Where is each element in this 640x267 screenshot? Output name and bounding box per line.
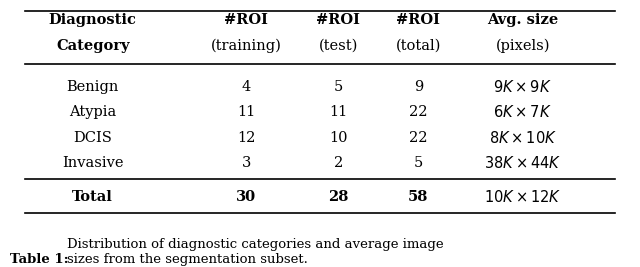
Text: Avg. size: Avg. size	[487, 13, 558, 27]
Text: Table 1:: Table 1:	[10, 253, 68, 266]
Text: $8K\times10K$: $8K\times10K$	[489, 130, 557, 146]
Text: $38K\times44K$: $38K\times44K$	[484, 155, 561, 171]
Text: Distribution of diagnostic categories and average image
sizes from the segmentat: Distribution of diagnostic categories an…	[67, 238, 444, 266]
Text: 58: 58	[408, 190, 429, 203]
Text: $9K\times9K$: $9K\times9K$	[493, 78, 552, 95]
Text: $6K\times7K$: $6K\times7K$	[493, 104, 552, 120]
Text: 11: 11	[237, 105, 255, 119]
Text: #ROI: #ROI	[225, 13, 268, 27]
Text: $10K\times12K$: $10K\times12K$	[484, 189, 561, 205]
Text: (test): (test)	[319, 39, 358, 53]
Text: 22: 22	[409, 131, 428, 145]
Text: 12: 12	[237, 131, 255, 145]
Text: 9: 9	[413, 80, 423, 93]
Text: (training): (training)	[211, 39, 282, 53]
Text: 30: 30	[236, 190, 257, 203]
Text: Invasive: Invasive	[62, 156, 124, 170]
Text: #ROI: #ROI	[317, 13, 360, 27]
Text: 2: 2	[334, 156, 343, 170]
Text: 5: 5	[334, 80, 343, 93]
Text: 3: 3	[241, 156, 251, 170]
Text: Atypia: Atypia	[69, 105, 116, 119]
Text: Diagnostic: Diagnostic	[49, 13, 136, 27]
Text: Total: Total	[72, 190, 113, 203]
Text: #ROI: #ROI	[396, 13, 440, 27]
Text: 10: 10	[329, 131, 348, 145]
Text: Benign: Benign	[67, 80, 119, 93]
Text: 11: 11	[330, 105, 348, 119]
Text: 22: 22	[409, 105, 428, 119]
Text: (pixels): (pixels)	[495, 39, 550, 53]
Text: Category: Category	[56, 39, 129, 53]
Text: 28: 28	[328, 190, 349, 203]
Text: (total): (total)	[396, 39, 441, 53]
Text: DCIS: DCIS	[73, 131, 112, 145]
Text: 4: 4	[242, 80, 251, 93]
Text: 5: 5	[413, 156, 423, 170]
